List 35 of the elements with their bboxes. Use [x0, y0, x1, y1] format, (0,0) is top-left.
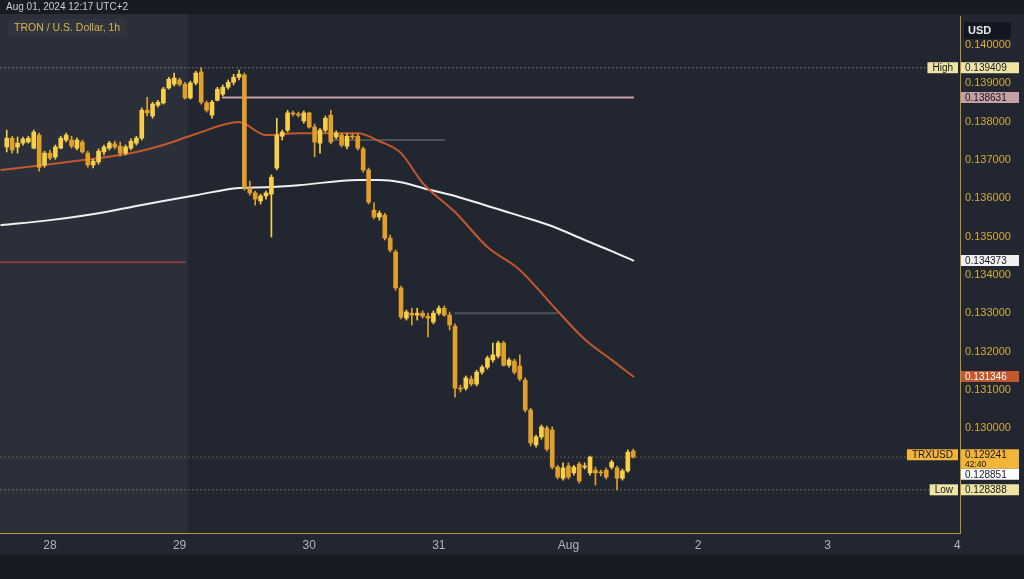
y-axis-title: USD	[964, 22, 1012, 39]
y-tick-label: 0.134373	[965, 254, 1008, 266]
x-tick-label: Aug	[557, 537, 580, 552]
line-series	[0, 121, 635, 378]
y-tick-label: 0.140000	[965, 38, 1011, 51]
y-tick-label: 0.138631	[965, 91, 1008, 103]
x-tick-label: 2	[694, 537, 702, 552]
text: TRON / U.S. Dollar, 1h	[8, 19, 127, 36]
x-tick-label: 28	[43, 537, 57, 552]
text: 42:40	[965, 458, 987, 469]
y-tick-label: 0.135000	[965, 229, 1011, 242]
x-tick-label: 29	[172, 537, 187, 552]
y-tick-label: 0.128851	[965, 468, 1008, 480]
y-tick-label: 0.139409	[965, 61, 1008, 73]
y-tick-label: 0.139000	[965, 76, 1011, 89]
y-tick-label: 0.136000	[965, 191, 1011, 204]
x-tick-label: 3	[824, 537, 832, 552]
y-tick-label: 0.129241	[965, 449, 1008, 461]
y-tick-label: 0.132000	[965, 344, 1011, 357]
line-series	[0, 178, 635, 262]
x-tick-label: 4	[953, 537, 961, 552]
y-tick-label: 0.138000	[965, 114, 1011, 127]
ref-line-label: Low	[934, 484, 954, 496]
x-tick-label: 30	[302, 537, 317, 552]
y-tick-label: 0.130000	[965, 421, 1011, 434]
ref-line-label: TRXUSD	[911, 449, 954, 461]
y-tick-label: 0.137000	[965, 153, 1011, 166]
chart-subtitle: Aug 01, 2024 12:17 UTC+2	[6, 1, 129, 13]
y-tick-label: 0.131000	[965, 382, 1011, 395]
y-tick-label: 0.134000	[965, 267, 1011, 280]
y-tick-label: 0.131346	[965, 370, 1008, 382]
y-tick-label: 0.128388	[965, 484, 1008, 496]
x-tick-label: 31	[432, 537, 446, 552]
ref-line-label: High	[932, 61, 954, 73]
y-tick-label: 0.133000	[965, 306, 1011, 319]
